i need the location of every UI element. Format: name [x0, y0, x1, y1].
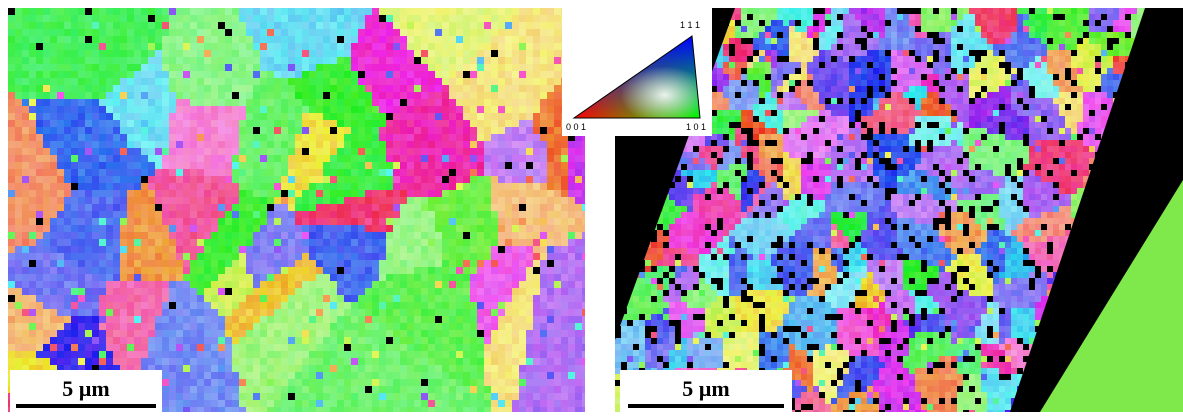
ipf-legend: 1 1 1 0 0 1 1 0 1: [562, 8, 712, 136]
legend-label: 1 1 1: [680, 20, 700, 30]
scale-label: 5 µm: [62, 376, 110, 401]
scale-line: [628, 404, 784, 408]
legend-label: 0 0 1: [566, 122, 586, 132]
orientation-map-left: [8, 8, 585, 412]
scale-bar: 5 µm: [10, 370, 162, 412]
scale-line: [16, 404, 156, 408]
scale-label: 5 µm: [682, 376, 730, 401]
green-grain: [1040, 180, 1183, 412]
scale-bar: 5 µm: [620, 370, 792, 412]
legend-label: 1 0 1: [686, 122, 706, 132]
legend-triangle-white: [572, 35, 701, 119]
orientation-map-right: [615, 8, 1145, 412]
